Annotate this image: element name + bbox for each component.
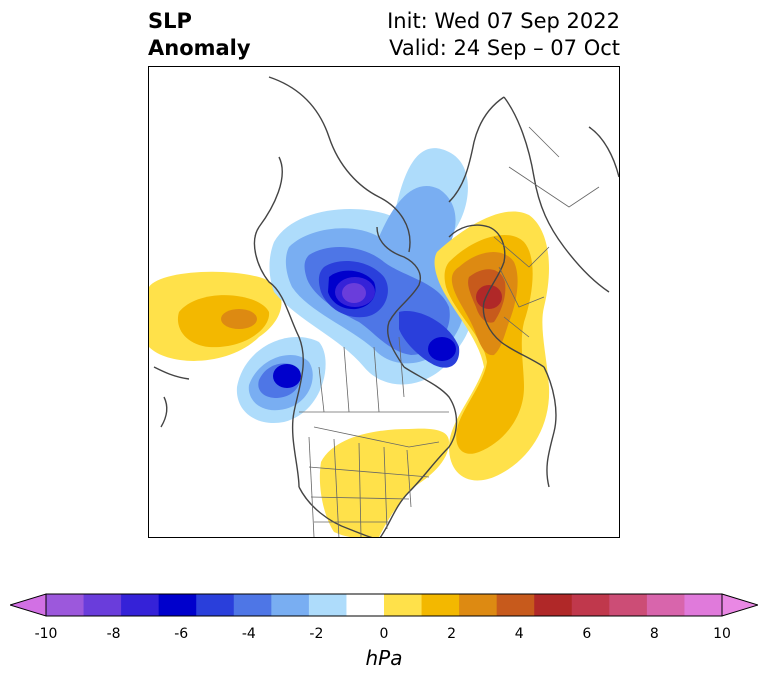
init-date: Init: Wed 07 Sep 2022 bbox=[387, 9, 620, 33]
colorbar-cell bbox=[684, 594, 723, 616]
colorbar bbox=[10, 593, 758, 617]
colorbar-cell bbox=[571, 594, 610, 616]
colorbar-tick-label: 0 bbox=[379, 626, 389, 642]
colorbar-cell bbox=[233, 594, 272, 616]
colorbar-tick-label: 10 bbox=[713, 626, 731, 642]
valid-range: Valid: 24 Sep – 07 Oct bbox=[389, 36, 620, 60]
colorbar-tick-label: 8 bbox=[649, 626, 659, 642]
chart-title-left: SLP Anomaly bbox=[148, 8, 251, 62]
colorbar-cell bbox=[46, 594, 85, 616]
colorbar-cell bbox=[271, 594, 310, 616]
negative-anomaly-arctic bbox=[269, 148, 475, 385]
colorbar-tick-label: -6 bbox=[174, 626, 189, 642]
colorbar-cell bbox=[121, 594, 160, 616]
map-panel bbox=[148, 66, 620, 538]
colorbar-cell bbox=[384, 594, 423, 616]
colorbar-extend-low bbox=[10, 593, 47, 617]
colorbar-cell bbox=[496, 594, 535, 616]
colorbar-tick-label: 4 bbox=[514, 626, 524, 642]
coastlines bbox=[153, 76, 619, 537]
colorbar-cell bbox=[421, 594, 460, 616]
political-borders bbox=[299, 126, 600, 537]
colorbar-cell bbox=[646, 594, 685, 616]
colorbar-tick-label: -8 bbox=[106, 626, 121, 642]
variable-sub-label: Anomaly bbox=[148, 36, 251, 60]
positive-anomaly-pacific bbox=[149, 271, 282, 361]
positive-anomaly-europe bbox=[434, 211, 550, 481]
variable-label: SLP bbox=[148, 9, 192, 33]
colorbar-cell bbox=[158, 594, 197, 616]
colorbar-cell bbox=[346, 594, 385, 616]
colorbar-cell bbox=[534, 594, 573, 616]
colorbar-tick-label: -2 bbox=[309, 626, 324, 642]
colorbar-units: hPa bbox=[365, 646, 403, 670]
colorbar-tick-label: 2 bbox=[447, 626, 457, 642]
negative-anomaly-alaska bbox=[236, 337, 326, 423]
colorbar-cell bbox=[609, 594, 648, 616]
colorbar-cell bbox=[83, 594, 122, 616]
colorbar-tick-label: -4 bbox=[241, 626, 256, 642]
colorbar-tick-label: -10 bbox=[34, 626, 58, 642]
chart-title-right: Init: Wed 07 Sep 2022 Valid: 24 Sep – 07… bbox=[387, 8, 620, 62]
anomaly-map bbox=[149, 76, 619, 537]
colorbar-cell bbox=[196, 594, 235, 616]
positive-anomaly-us bbox=[319, 428, 449, 537]
colorbar-tick-label: 6 bbox=[582, 626, 592, 642]
colorbar-cell bbox=[459, 594, 498, 616]
colorbar-cell bbox=[308, 594, 347, 616]
colorbar-frame bbox=[45, 593, 723, 617]
colorbar-cells bbox=[10, 593, 758, 617]
colorbar-extend-high bbox=[721, 593, 758, 617]
